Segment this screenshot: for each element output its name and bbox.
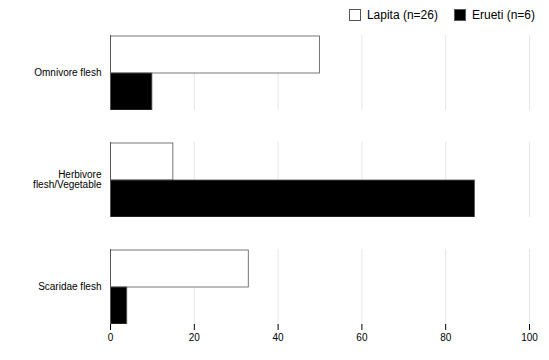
svg-text:Herbivoreflesh/Vegetable: Herbivoreflesh/Vegetable [33,169,102,190]
svg-text:40: 40 [273,332,285,343]
svg-text:0: 0 [108,332,114,343]
svg-text:100: 100 [521,332,538,343]
html-text:Lapita (n=26): Lapita (n=26) [366,8,438,22]
svg-text:80: 80 [440,332,452,343]
svg-text:Scaridae flesh: Scaridae flesh [38,281,101,292]
svg-text:20: 20 [189,332,201,343]
html-text:Erueti (n=6): Erueti (n=6) [472,8,535,22]
svg-text:60: 60 [356,332,368,343]
svg-text:Omnivore flesh: Omnivore flesh [34,67,101,78]
